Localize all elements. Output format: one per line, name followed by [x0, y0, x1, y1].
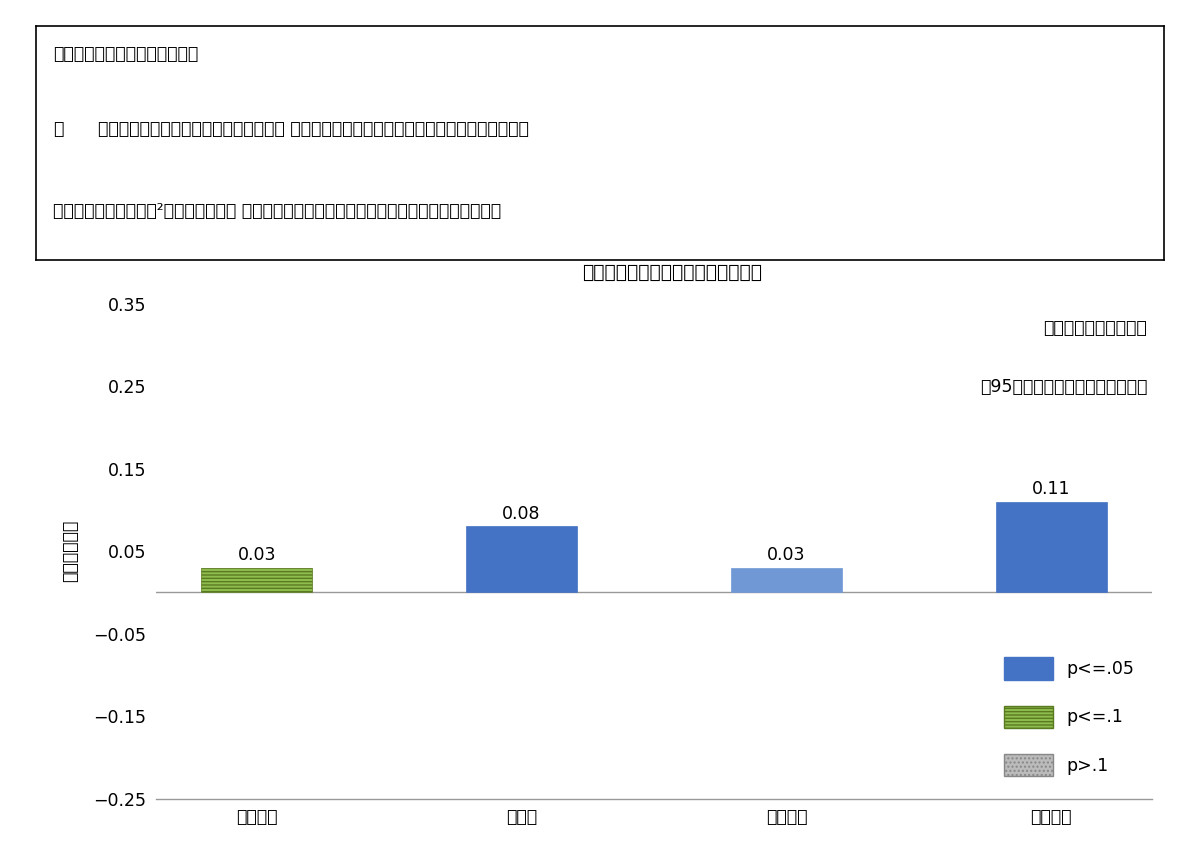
Text: （累積効果　２５％）: （累積効果 ２５％） [1043, 319, 1147, 337]
Text: 0.11: 0.11 [1032, 480, 1070, 498]
Bar [202, 568, 312, 593]
Bar [731, 568, 842, 593]
Text: ・: ・ [53, 120, 64, 138]
Text: 分も合わせた累積²では，受給額の ２５％に相当する消費増加効果がみられた（図表１）。: 分も合わせた累積²では，受給額の ２５％に相当する消費増加効果がみられた（図表１… [53, 202, 502, 220]
Text: 0.03: 0.03 [767, 546, 805, 564]
Text: （消費支出を増加させた効果）: （消費支出を増加させた効果） [53, 45, 198, 62]
Text: 図表１　定額給付金の消費増加効果: 図表１ 定額給付金の消費増加効果 [582, 263, 762, 282]
Text: 定額給付金によって，受給月に受給額の ８％に相当する消費増加効果がみられた。他の月の: 定額給付金によって，受給月に受給額の ８％に相当する消費増加効果がみられた。他の… [98, 120, 529, 138]
Legend: p<=.05, p<=.1, p>.1: p<=.05, p<=.1, p>.1 [996, 648, 1144, 785]
Bar [996, 502, 1106, 593]
Y-axis label: 消費増加効果: 消費増加効果 [61, 520, 79, 582]
Text: 0.03: 0.03 [238, 546, 276, 564]
Bar [466, 526, 577, 593]
Text: （95％信頼区間　１４～３６％）: （95％信頼区間 １４～３６％） [979, 378, 1147, 396]
Text: 0.08: 0.08 [503, 505, 541, 523]
